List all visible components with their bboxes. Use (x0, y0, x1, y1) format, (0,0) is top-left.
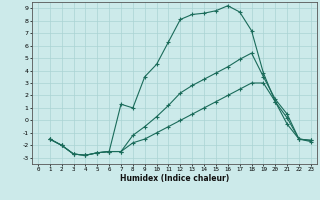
X-axis label: Humidex (Indice chaleur): Humidex (Indice chaleur) (120, 174, 229, 183)
